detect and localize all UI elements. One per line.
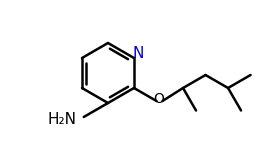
- Text: N: N: [132, 47, 144, 61]
- Text: O: O: [153, 92, 164, 106]
- Text: H₂N: H₂N: [48, 112, 77, 126]
